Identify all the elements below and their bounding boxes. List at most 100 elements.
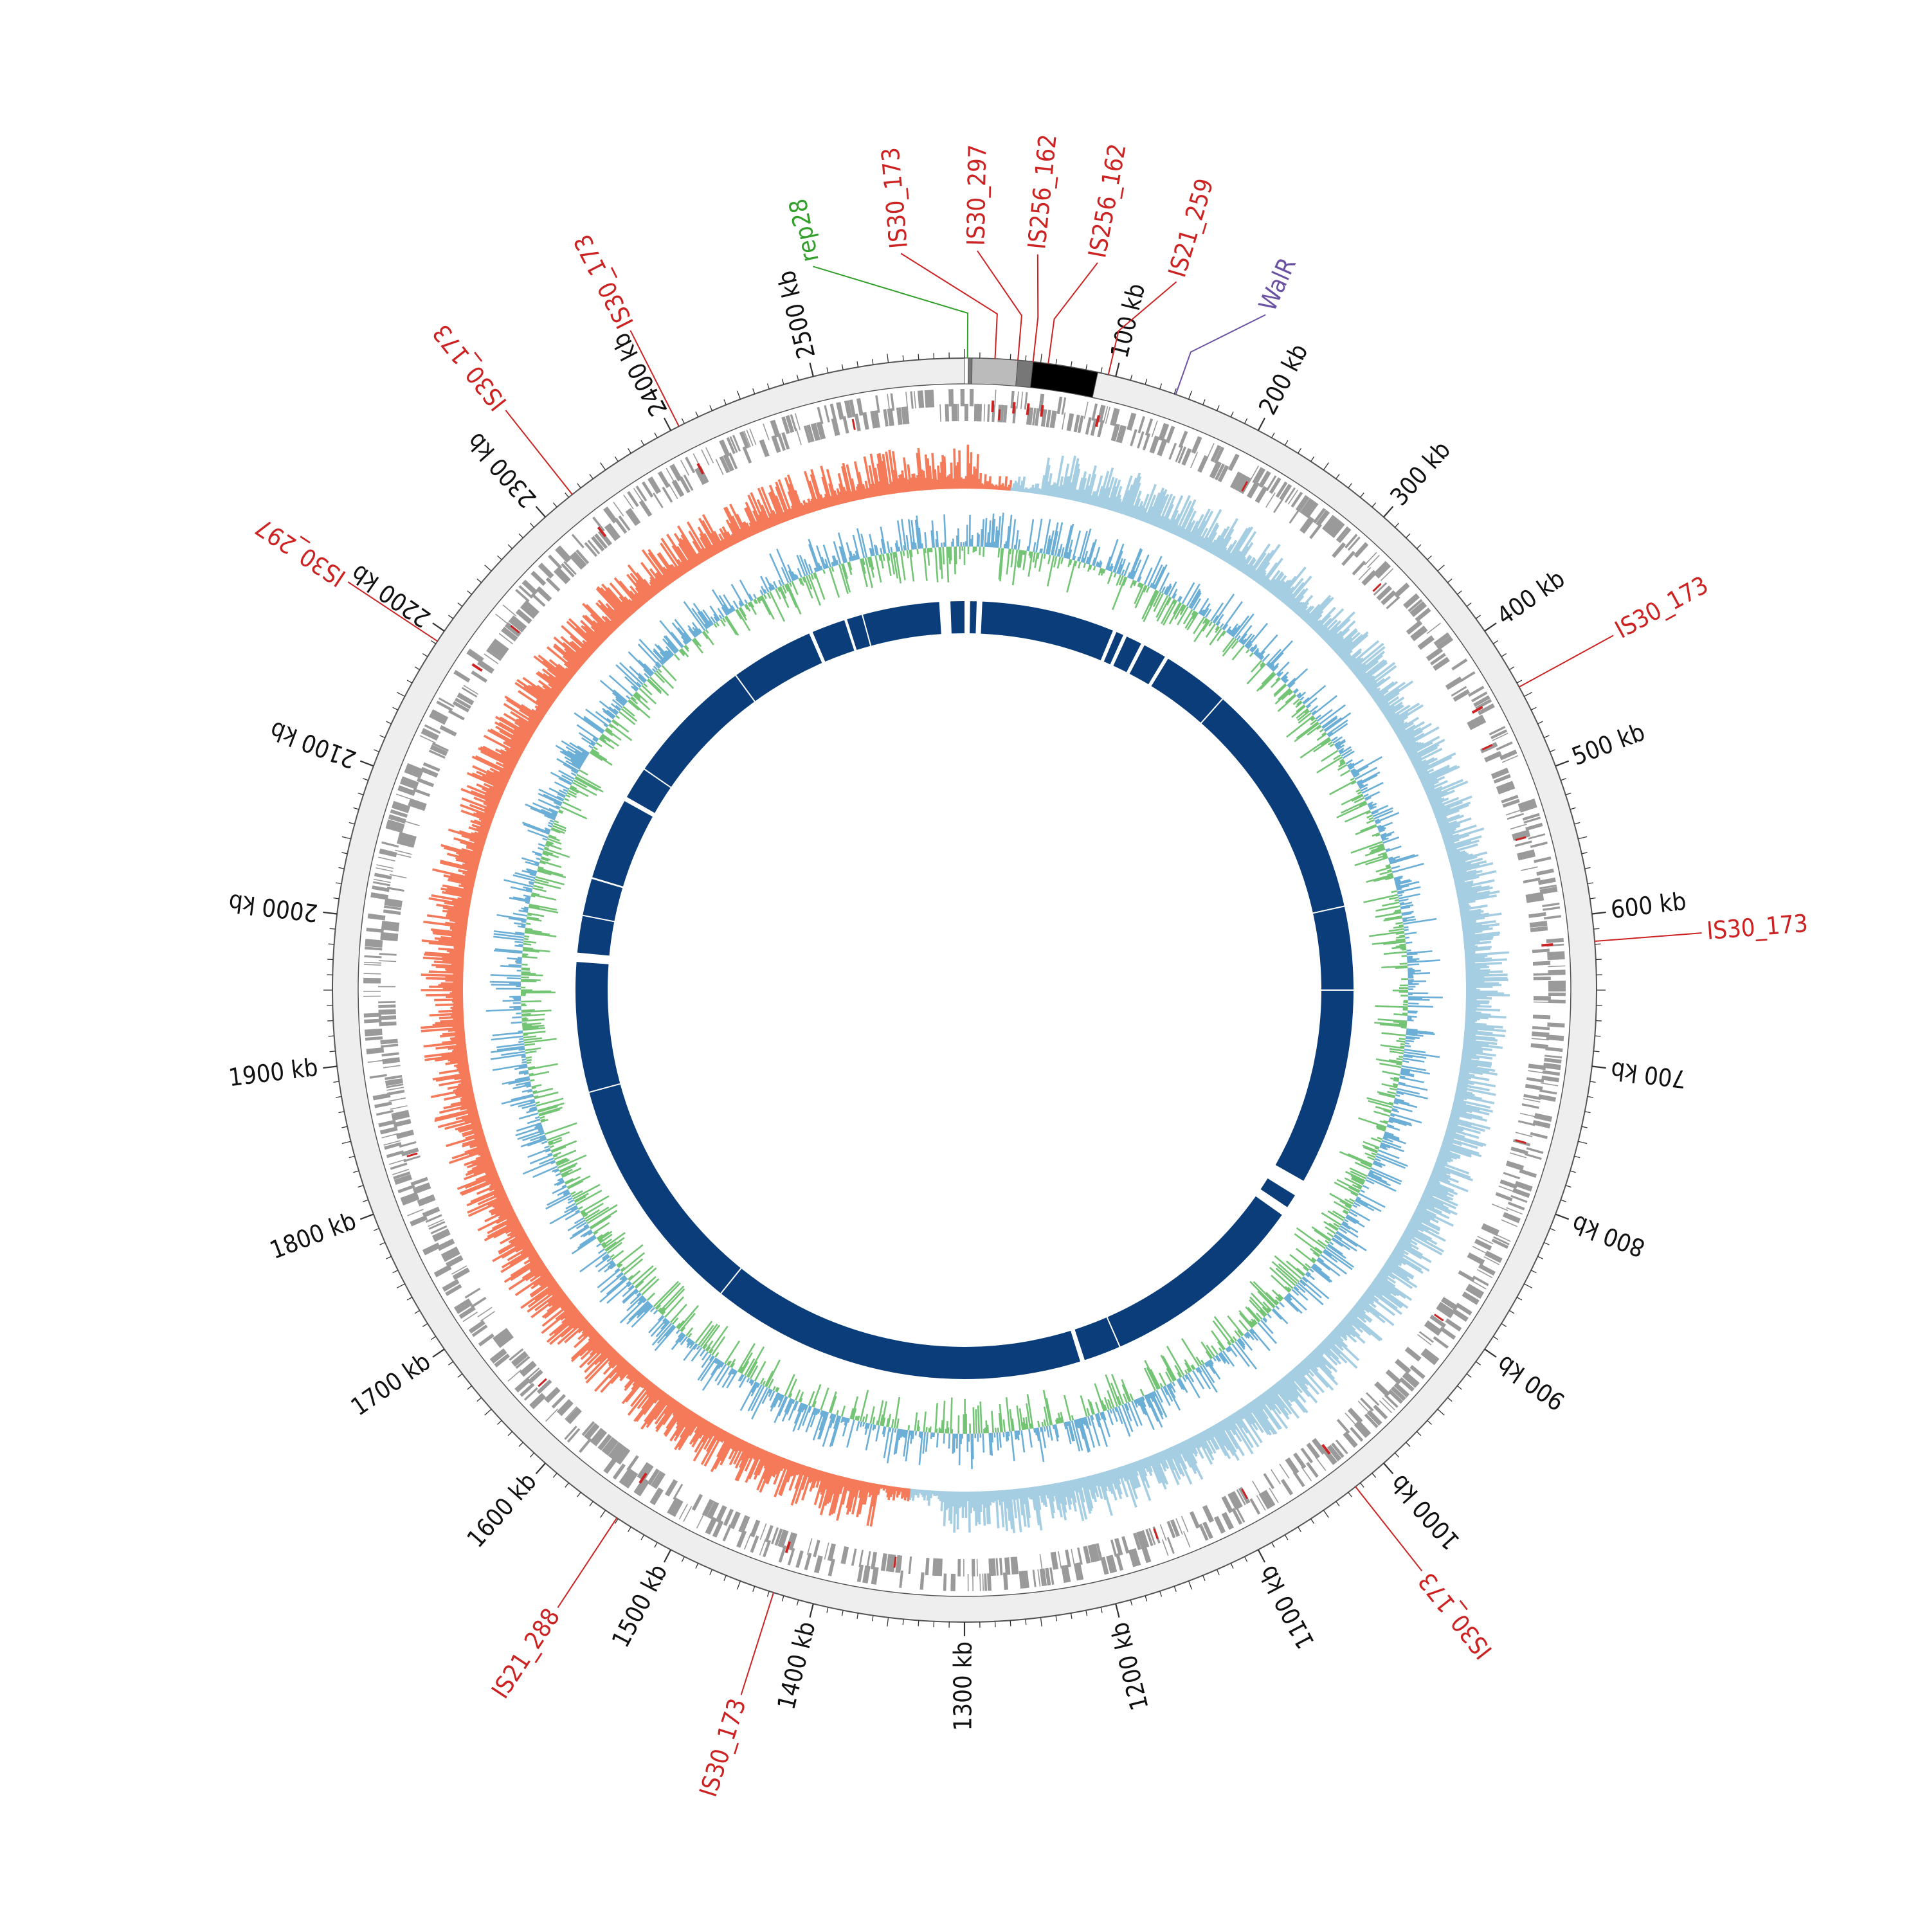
feature-mark	[1368, 555, 1380, 568]
feature-block	[765, 1525, 774, 1542]
feature-block	[370, 1074, 387, 1078]
gc-content-high-bar	[1408, 997, 1443, 998]
gc-content-high-bar	[543, 838, 547, 840]
feature-mark	[1184, 1531, 1190, 1548]
gc-skew-negative-bar	[439, 1011, 464, 1012]
feature-block	[1062, 397, 1066, 415]
feature-block	[970, 389, 974, 406]
gc-content-low-bar	[1058, 557, 1060, 568]
gc-skew-positive-bar	[953, 1492, 954, 1506]
feature-block	[662, 487, 673, 503]
gc-content-low-bar	[873, 1417, 874, 1424]
gc-skew-positive-bar	[1466, 1001, 1490, 1002]
gc-skew-negative-bar	[988, 481, 989, 489]
feature-mark	[364, 964, 381, 965]
feature-mark	[496, 614, 509, 625]
gc-content-low-bar	[1010, 1409, 1013, 1431]
gc-skew-positive-bar	[943, 1491, 944, 1502]
gc-content-low-bar	[1078, 562, 1080, 568]
gc-content-low-bar	[1042, 1422, 1043, 1427]
feature-mark	[390, 1106, 407, 1109]
gc-skew-negative-bar	[986, 481, 987, 489]
feature-block	[945, 404, 949, 421]
gc-content-high-bar	[1011, 1431, 1015, 1461]
feature-block	[1528, 1063, 1546, 1070]
gc-skew-negative-bar	[948, 476, 949, 489]
gc-content-low-bar	[1023, 550, 1024, 555]
gc-skew-negative-bar	[435, 1004, 463, 1005]
gc-skew-positive-bar	[1024, 489, 1025, 492]
feature-block	[972, 1559, 975, 1576]
feature-block	[1057, 397, 1063, 414]
gc-skew-negative-bar	[958, 462, 959, 489]
gc-skew-positive-bar	[1466, 1007, 1477, 1008]
gc-content-low-bar	[1393, 926, 1404, 928]
gc-skew-negative-bar	[451, 1015, 464, 1016]
gc-content-high-bar	[1404, 932, 1417, 934]
feature-block	[1167, 1537, 1175, 1554]
gc-content-low-bar	[613, 719, 629, 732]
gc-content-high-bar	[954, 1434, 955, 1453]
gc-content-low-bar	[995, 1428, 996, 1432]
gc-content-low-bar	[1081, 1395, 1087, 1416]
gc-content-high-bar	[638, 660, 653, 674]
gc-content-low-bar	[1382, 1072, 1400, 1075]
feature-block	[448, 710, 465, 721]
gc-content-low-bar	[1064, 1395, 1071, 1421]
feature-block	[871, 1567, 879, 1585]
gc-skew-positive-bar	[915, 1489, 916, 1495]
gc-content-low-bar	[1095, 1384, 1104, 1411]
gc-content-high-bar	[1041, 548, 1042, 553]
gc-content-high-bar	[1408, 981, 1426, 982]
gc-content-high-bar	[1406, 950, 1411, 951]
feature-block	[961, 389, 964, 406]
feature-mark	[386, 1087, 404, 1090]
gc-skew-negative-bar	[956, 465, 957, 489]
feature-block	[817, 407, 824, 424]
feature-block	[440, 725, 457, 737]
feature-block	[1467, 1252, 1485, 1265]
gc-content-high-bar	[1110, 1409, 1111, 1414]
gc-skew-negative-bar	[440, 1020, 464, 1022]
feature-block	[1386, 1369, 1402, 1385]
gc-content-high-bar	[541, 1141, 547, 1143]
gc-content-low-bar	[1321, 750, 1338, 761]
feature-mark	[750, 429, 756, 445]
feature-mark	[613, 502, 624, 516]
feature-block	[866, 1551, 871, 1568]
feature-mark	[1280, 1464, 1289, 1478]
gc-content-high-bar	[1303, 685, 1325, 704]
gc-content-high-bar	[873, 1425, 874, 1431]
feature-block	[1542, 903, 1559, 907]
feature-block	[828, 1558, 835, 1576]
feature-mark	[508, 1370, 521, 1382]
gc-content-high-bar	[700, 1350, 705, 1356]
gc-content-low-bar	[1401, 1027, 1407, 1028]
gc-content-high-bar	[1393, 1103, 1398, 1104]
gc-content-low-bar	[855, 1416, 856, 1420]
feature-mark	[1191, 452, 1198, 468]
gc-content-low-bar	[1146, 587, 1149, 593]
gc-content-low-bar	[790, 582, 792, 587]
feature-block	[1406, 1347, 1422, 1361]
gc-content-high-bar	[747, 1378, 749, 1382]
feature-mark	[887, 394, 889, 411]
gc-content-high-bar	[515, 961, 521, 962]
gc-skew-positive-bar	[983, 1491, 984, 1525]
gc-content-low-bar	[1219, 1348, 1222, 1351]
gc-content-low-bar	[521, 972, 530, 973]
gc-content-high-bar	[1300, 697, 1304, 700]
feature-block	[1445, 1318, 1462, 1332]
gc-content-high-bar	[519, 944, 523, 945]
gc-content-high-bar	[538, 848, 544, 850]
feature-block	[379, 1015, 396, 1020]
gc-content-high-bar	[1330, 1242, 1334, 1245]
feature-block	[891, 393, 895, 411]
gc-content-low-bar	[951, 1398, 952, 1434]
feature-mark	[546, 1409, 558, 1421]
gc-content-low-bar	[1390, 1051, 1404, 1053]
gc-content-high-bar	[550, 1208, 578, 1224]
gc-content-low-bar	[523, 1038, 541, 1040]
gc-content-low-bar	[590, 1216, 610, 1229]
feature-block	[910, 392, 913, 409]
